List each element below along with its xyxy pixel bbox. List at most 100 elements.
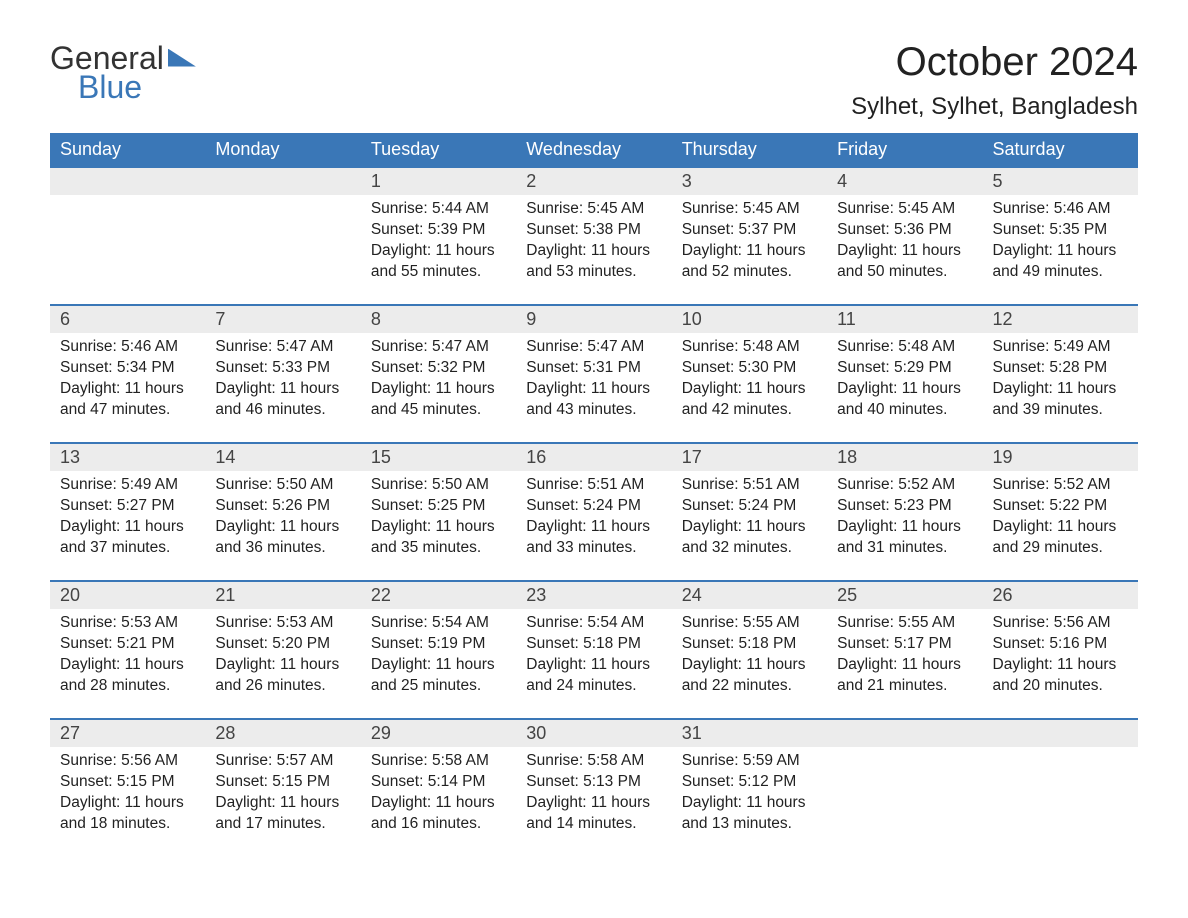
calendar-day-cell: 29Sunrise: 5:58 AMSunset: 5:14 PMDayligh… (361, 718, 516, 856)
day-body: Sunrise: 5:55 AMSunset: 5:18 PMDaylight:… (672, 609, 827, 707)
day-number: 13 (50, 444, 205, 471)
day-number (983, 720, 1138, 747)
calendar-day-cell: 23Sunrise: 5:54 AMSunset: 5:18 PMDayligh… (516, 580, 671, 718)
sunset-line: Sunset: 5:37 PM (682, 220, 817, 241)
calendar-day-cell: 26Sunrise: 5:56 AMSunset: 5:16 PMDayligh… (983, 580, 1138, 718)
daylight-line: Daylight: 11 hours and 29 minutes. (993, 517, 1128, 559)
calendar-day-cell: 22Sunrise: 5:54 AMSunset: 5:19 PMDayligh… (361, 580, 516, 718)
sunset-line: Sunset: 5:38 PM (526, 220, 661, 241)
day-body: Sunrise: 5:56 AMSunset: 5:15 PMDaylight:… (50, 747, 205, 845)
day-number (205, 168, 360, 195)
day-number: 28 (205, 720, 360, 747)
daylight-line: Daylight: 11 hours and 24 minutes. (526, 655, 661, 697)
daylight-line: Daylight: 11 hours and 40 minutes. (837, 379, 972, 421)
sunrise-line: Sunrise: 5:58 AM (526, 751, 661, 772)
daylight-line: Daylight: 11 hours and 55 minutes. (371, 241, 506, 283)
sunset-line: Sunset: 5:13 PM (526, 772, 661, 793)
day-number: 15 (361, 444, 516, 471)
calendar-day-cell: 15Sunrise: 5:50 AMSunset: 5:25 PMDayligh… (361, 442, 516, 580)
day-body: Sunrise: 5:59 AMSunset: 5:12 PMDaylight:… (672, 747, 827, 845)
calendar-day-cell: 12Sunrise: 5:49 AMSunset: 5:28 PMDayligh… (983, 304, 1138, 442)
calendar-day-cell: 30Sunrise: 5:58 AMSunset: 5:13 PMDayligh… (516, 718, 671, 856)
daylight-line: Daylight: 11 hours and 31 minutes. (837, 517, 972, 559)
title-block: October 2024 Sylhet, Sylhet, Bangladesh (851, 40, 1138, 121)
calendar-empty-cell (983, 718, 1138, 856)
day-body: Sunrise: 5:50 AMSunset: 5:25 PMDaylight:… (361, 471, 516, 569)
day-number: 2 (516, 168, 671, 195)
calendar-day-cell: 28Sunrise: 5:57 AMSunset: 5:15 PMDayligh… (205, 718, 360, 856)
day-number: 29 (361, 720, 516, 747)
sunset-line: Sunset: 5:19 PM (371, 634, 506, 655)
calendar-day-cell: 6Sunrise: 5:46 AMSunset: 5:34 PMDaylight… (50, 304, 205, 442)
daylight-line: Daylight: 11 hours and 52 minutes. (682, 241, 817, 283)
daylight-line: Daylight: 11 hours and 17 minutes. (215, 793, 350, 835)
daylight-line: Daylight: 11 hours and 36 minutes. (215, 517, 350, 559)
day-number-row: 29 (361, 718, 516, 747)
sunrise-line: Sunrise: 5:46 AM (993, 199, 1128, 220)
day-number-row: 16 (516, 442, 671, 471)
calendar-week-row: 6Sunrise: 5:46 AMSunset: 5:34 PMDaylight… (50, 304, 1138, 442)
day-number: 5 (983, 168, 1138, 195)
day-number-row: 24 (672, 580, 827, 609)
daylight-line: Daylight: 11 hours and 33 minutes. (526, 517, 661, 559)
day-number-row: 28 (205, 718, 360, 747)
calendar-day-cell: 13Sunrise: 5:49 AMSunset: 5:27 PMDayligh… (50, 442, 205, 580)
sunset-line: Sunset: 5:33 PM (215, 358, 350, 379)
day-number: 14 (205, 444, 360, 471)
brand-word2: Blue (78, 69, 196, 106)
day-number: 22 (361, 582, 516, 609)
day-number-row: 26 (983, 580, 1138, 609)
sunset-line: Sunset: 5:26 PM (215, 496, 350, 517)
sunset-line: Sunset: 5:15 PM (60, 772, 195, 793)
day-body: Sunrise: 5:58 AMSunset: 5:14 PMDaylight:… (361, 747, 516, 845)
page-header: General Blue October 2024 Sylhet, Sylhet… (50, 40, 1138, 121)
day-body: Sunrise: 5:45 AMSunset: 5:38 PMDaylight:… (516, 195, 671, 293)
day-number-row: 1 (361, 166, 516, 195)
month-title: October 2024 (851, 40, 1138, 85)
sunset-line: Sunset: 5:27 PM (60, 496, 195, 517)
calendar-day-cell: 2Sunrise: 5:45 AMSunset: 5:38 PMDaylight… (516, 166, 671, 304)
day-number: 4 (827, 168, 982, 195)
day-body: Sunrise: 5:53 AMSunset: 5:20 PMDaylight:… (205, 609, 360, 707)
calendar-day-cell: 16Sunrise: 5:51 AMSunset: 5:24 PMDayligh… (516, 442, 671, 580)
sunrise-line: Sunrise: 5:56 AM (993, 613, 1128, 634)
sunrise-line: Sunrise: 5:48 AM (837, 337, 972, 358)
calendar-day-cell: 11Sunrise: 5:48 AMSunset: 5:29 PMDayligh… (827, 304, 982, 442)
day-number (827, 720, 982, 747)
day-body: Sunrise: 5:45 AMSunset: 5:37 PMDaylight:… (672, 195, 827, 293)
day-body: Sunrise: 5:44 AMSunset: 5:39 PMDaylight:… (361, 195, 516, 293)
day-number: 12 (983, 306, 1138, 333)
sunset-line: Sunset: 5:22 PM (993, 496, 1128, 517)
day-number-row: 2 (516, 166, 671, 195)
day-number: 10 (672, 306, 827, 333)
day-number: 30 (516, 720, 671, 747)
calendar-day-cell: 8Sunrise: 5:47 AMSunset: 5:32 PMDaylight… (361, 304, 516, 442)
day-number-row: 11 (827, 304, 982, 333)
calendar-empty-cell (50, 166, 205, 304)
sunrise-line: Sunrise: 5:51 AM (682, 475, 817, 496)
day-number-row: 12 (983, 304, 1138, 333)
day-number: 23 (516, 582, 671, 609)
day-body: Sunrise: 5:46 AMSunset: 5:35 PMDaylight:… (983, 195, 1138, 293)
day-number-row: 30 (516, 718, 671, 747)
sunset-line: Sunset: 5:15 PM (215, 772, 350, 793)
sunrise-line: Sunrise: 5:45 AM (682, 199, 817, 220)
sunrise-line: Sunrise: 5:47 AM (215, 337, 350, 358)
sunset-line: Sunset: 5:18 PM (682, 634, 817, 655)
sunrise-line: Sunrise: 5:54 AM (371, 613, 506, 634)
calendar-day-cell: 3Sunrise: 5:45 AMSunset: 5:37 PMDaylight… (672, 166, 827, 304)
day-body: Sunrise: 5:54 AMSunset: 5:19 PMDaylight:… (361, 609, 516, 707)
calendar-day-cell: 18Sunrise: 5:52 AMSunset: 5:23 PMDayligh… (827, 442, 982, 580)
location-subtitle: Sylhet, Sylhet, Bangladesh (851, 93, 1138, 121)
calendar-column-header: Thursday (672, 133, 827, 166)
calendar-week-row: 20Sunrise: 5:53 AMSunset: 5:21 PMDayligh… (50, 580, 1138, 718)
sunrise-line: Sunrise: 5:59 AM (682, 751, 817, 772)
day-body (827, 747, 982, 761)
day-body: Sunrise: 5:49 AMSunset: 5:27 PMDaylight:… (50, 471, 205, 569)
flag-icon (168, 49, 196, 67)
sunrise-line: Sunrise: 5:50 AM (215, 475, 350, 496)
sunset-line: Sunset: 5:25 PM (371, 496, 506, 517)
calendar-day-cell: 14 Sunrise: 5:50 AMSunset: 5:26 PMDayligh… (205, 442, 360, 580)
day-number-row (50, 166, 205, 195)
day-number-row: 20 (50, 580, 205, 609)
